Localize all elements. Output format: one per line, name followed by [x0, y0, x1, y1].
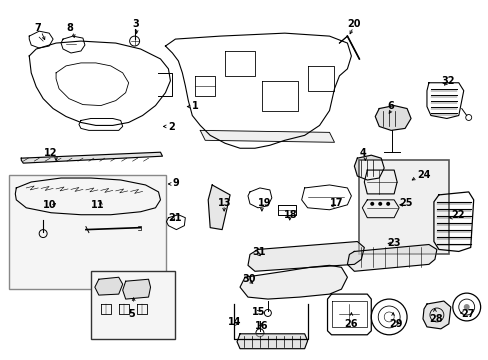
- Text: 16: 16: [254, 321, 268, 331]
- Text: 30: 30: [242, 274, 255, 284]
- Text: 14: 14: [227, 317, 241, 327]
- Polygon shape: [374, 105, 410, 130]
- Bar: [91, 271, 175, 339]
- Text: 31: 31: [251, 247, 265, 257]
- Polygon shape: [247, 242, 364, 271]
- Text: 19: 19: [257, 198, 271, 208]
- Polygon shape: [346, 244, 436, 271]
- Text: 18: 18: [283, 210, 297, 220]
- Circle shape: [386, 202, 389, 206]
- Bar: [9, 175, 166, 289]
- Text: 20: 20: [346, 19, 360, 29]
- Text: 32: 32: [440, 76, 453, 86]
- Text: 9: 9: [172, 178, 179, 188]
- Polygon shape: [422, 301, 450, 329]
- Text: 3: 3: [132, 19, 139, 29]
- Text: 22: 22: [450, 210, 464, 220]
- Circle shape: [377, 202, 382, 206]
- Text: 26: 26: [344, 319, 357, 329]
- Text: 11: 11: [91, 200, 104, 210]
- Text: 23: 23: [386, 238, 400, 248]
- Text: 4: 4: [359, 148, 366, 158]
- Polygon shape: [237, 334, 307, 349]
- Text: 17: 17: [329, 198, 342, 208]
- Circle shape: [369, 202, 373, 206]
- Circle shape: [463, 304, 469, 310]
- Polygon shape: [208, 185, 230, 230]
- Polygon shape: [95, 277, 122, 295]
- Text: 7: 7: [34, 23, 41, 33]
- Text: 1: 1: [192, 100, 199, 111]
- Polygon shape: [240, 265, 346, 299]
- Text: 21: 21: [168, 213, 182, 223]
- Text: 28: 28: [428, 314, 442, 324]
- Text: 29: 29: [388, 319, 402, 329]
- Text: 2: 2: [168, 122, 175, 132]
- Text: 6: 6: [386, 100, 393, 111]
- Text: 24: 24: [416, 170, 429, 180]
- Polygon shape: [354, 155, 384, 180]
- Polygon shape: [200, 130, 334, 142]
- Text: 15: 15: [251, 307, 265, 317]
- Bar: [359, 160, 448, 255]
- Text: 25: 25: [398, 198, 412, 208]
- Text: 13: 13: [218, 198, 231, 208]
- Text: 10: 10: [43, 200, 57, 210]
- Text: 27: 27: [460, 309, 473, 319]
- Polygon shape: [21, 152, 162, 163]
- Text: 5: 5: [128, 309, 135, 319]
- Text: 12: 12: [44, 148, 58, 158]
- Text: 8: 8: [66, 23, 73, 33]
- Polygon shape: [122, 279, 150, 299]
